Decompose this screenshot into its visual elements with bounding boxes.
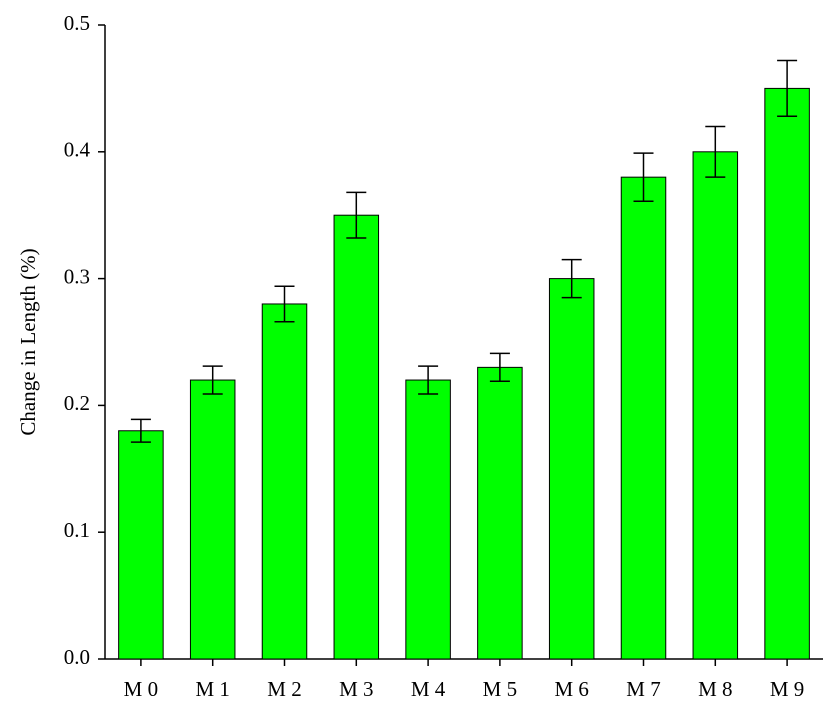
bar xyxy=(692,151,739,660)
bar xyxy=(118,430,164,660)
error-bar xyxy=(346,191,367,239)
x-tick-label: M 0 xyxy=(124,677,158,701)
bar xyxy=(620,176,667,660)
y-tick-label: 0.2 xyxy=(64,391,90,415)
bar xyxy=(548,278,595,660)
x-tick-label: M 6 xyxy=(554,677,588,701)
x-tick-label: M 1 xyxy=(195,677,229,701)
error-bar xyxy=(202,365,223,395)
y-tick-label: 0.3 xyxy=(64,264,90,288)
x-tick-label: M 4 xyxy=(411,677,446,701)
y-tick-label: 0.1 xyxy=(64,518,90,542)
y-tick-label: 0.4 xyxy=(64,138,91,162)
error-bar xyxy=(633,152,654,203)
bar xyxy=(261,303,308,660)
error-bar xyxy=(777,59,798,118)
y-tick-label: 0.5 xyxy=(64,11,90,35)
bar xyxy=(333,214,380,660)
error-bar xyxy=(561,258,582,299)
error-bar xyxy=(489,352,510,383)
bar xyxy=(405,379,451,660)
x-tick-label: M 7 xyxy=(626,677,660,701)
x-tick-label: M 2 xyxy=(267,677,301,701)
y-tick-label: 0.0 xyxy=(64,645,90,669)
x-tick-label: M 9 xyxy=(770,677,804,701)
error-bar xyxy=(274,285,295,323)
x-tick-label: M 3 xyxy=(339,677,373,701)
error-bar xyxy=(130,418,151,443)
x-tick-label: M 5 xyxy=(483,677,517,701)
y-axis-label: Change in Length (%) xyxy=(16,248,40,435)
error-bar xyxy=(418,365,439,395)
bar xyxy=(764,87,810,660)
x-tick-label: M 8 xyxy=(698,677,732,701)
bar xyxy=(189,379,236,660)
bar xyxy=(477,366,523,660)
error-bar xyxy=(705,125,726,178)
